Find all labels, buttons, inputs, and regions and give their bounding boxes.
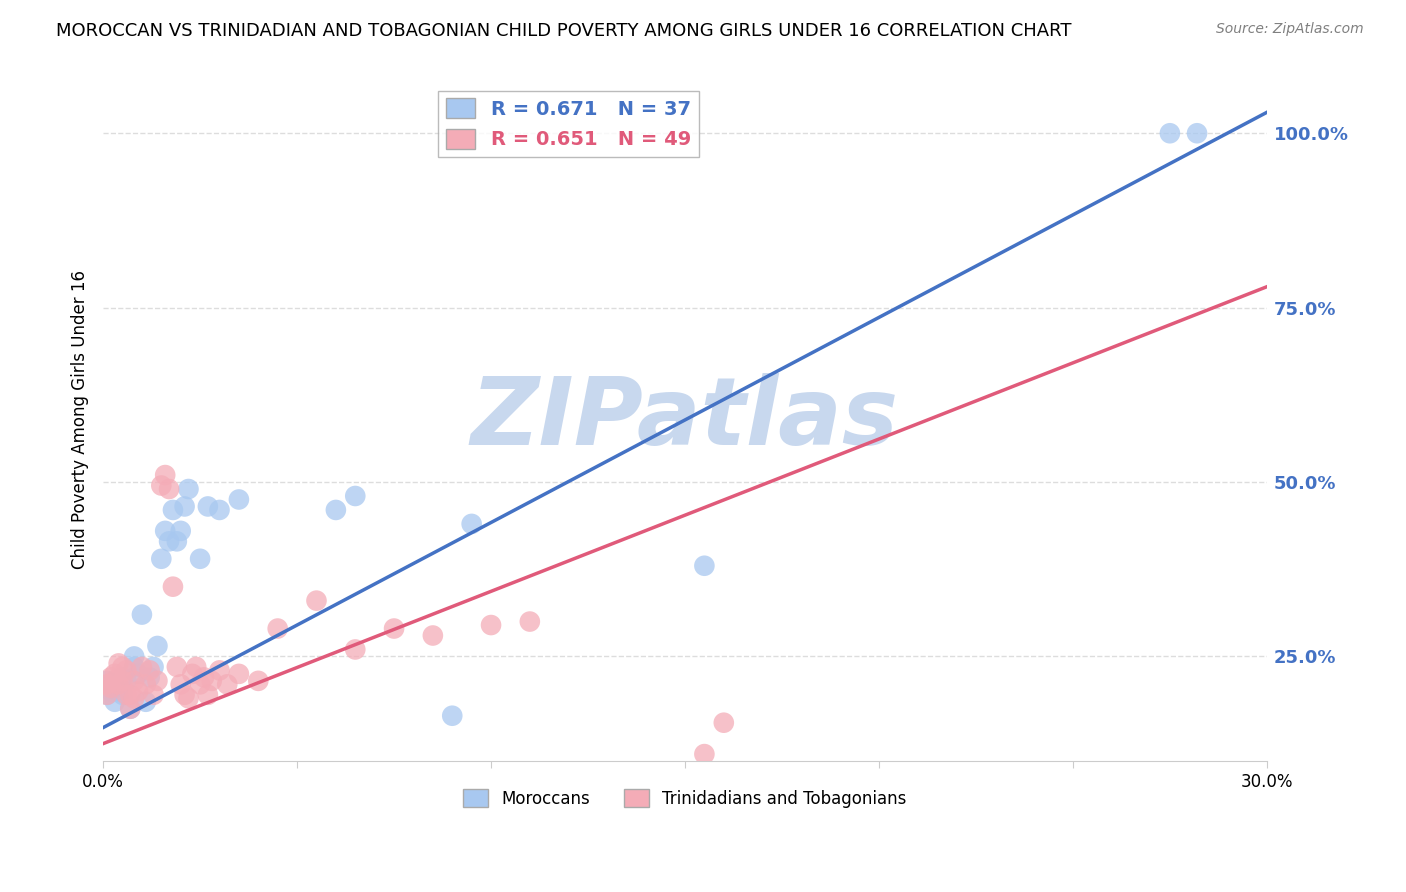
Point (177, 482, 200, 496)
Point (305, 593, 328, 607)
Point (150, 478, 173, 492)
Point (153, 468, 176, 483)
Point (344, 642, 367, 657)
Point (111, 660, 134, 674)
Point (122, 649, 145, 664)
Point (181, 666, 204, 681)
Point (197, 500, 219, 514)
Point (96, 673, 118, 688)
Point (188, 551, 211, 566)
Point (150, 551, 173, 566)
Point (107, 657, 129, 671)
Point (135, 695, 157, 709)
Text: MOROCCAN VS TRINIDADIAN AND TOBAGONIAN CHILD POVERTY AMONG GIRLS UNDER 16 CORREL: MOROCCAN VS TRINIDADIAN AND TOBAGONIAN C… (56, 22, 1071, 40)
Point (107, 684, 129, 698)
Point (325, 503, 347, 517)
Point (157, 534, 180, 549)
Point (267, 622, 290, 636)
Point (122, 673, 145, 688)
Point (104, 666, 127, 681)
Point (186, 660, 208, 674)
Point (217, 677, 239, 691)
Point (157, 482, 180, 496)
Point (100, 670, 122, 684)
Point (122, 691, 145, 706)
Point (519, 615, 541, 629)
Point (228, 666, 250, 681)
Point (100, 684, 122, 698)
Point (382, 622, 405, 636)
Point (142, 660, 165, 674)
Point (1185, 126, 1208, 140)
Point (247, 673, 270, 688)
Point (138, 670, 160, 684)
Point (127, 666, 149, 681)
Point (120, 702, 142, 716)
Point (146, 639, 169, 653)
Point (479, 618, 502, 632)
Point (138, 664, 160, 678)
Point (177, 691, 200, 706)
Point (111, 673, 134, 688)
Point (96, 688, 118, 702)
Point (96, 688, 118, 702)
Point (104, 673, 127, 688)
Point (127, 684, 149, 698)
Point (193, 670, 215, 684)
Point (115, 688, 138, 702)
Point (104, 677, 127, 691)
Point (122, 660, 145, 674)
Point (146, 673, 169, 688)
Point (166, 660, 188, 674)
Legend: Moroccans, Trinidadians and Tobagonians: Moroccans, Trinidadians and Tobagonians (457, 783, 914, 814)
Point (131, 660, 153, 674)
Point (422, 628, 444, 642)
Point (173, 500, 195, 514)
Point (173, 688, 195, 702)
Text: Source: ZipAtlas.com: Source: ZipAtlas.com (1216, 22, 1364, 37)
Point (107, 677, 129, 691)
Point (135, 677, 157, 691)
Point (201, 673, 224, 688)
Point (153, 524, 176, 538)
Point (100, 681, 122, 695)
Point (104, 695, 127, 709)
Point (188, 677, 211, 691)
Point (142, 688, 165, 702)
Point (111, 670, 134, 684)
Point (208, 664, 231, 678)
Point (1159, 126, 1181, 140)
Point (713, 715, 735, 730)
Point (693, 747, 716, 761)
Point (170, 524, 193, 538)
Point (111, 688, 134, 702)
Point (693, 558, 716, 573)
Point (208, 503, 231, 517)
Point (166, 534, 188, 549)
Point (120, 688, 142, 702)
Point (115, 664, 138, 678)
Text: ZIPatlas: ZIPatlas (471, 373, 898, 466)
Point (131, 607, 153, 622)
Point (96, 677, 118, 691)
Point (441, 708, 464, 723)
Point (170, 677, 193, 691)
Y-axis label: Child Poverty Among Girls Under 16: Child Poverty Among Girls Under 16 (72, 269, 89, 569)
Point (162, 580, 184, 594)
Point (162, 503, 184, 517)
Point (197, 688, 219, 702)
Point (344, 489, 367, 503)
Point (115, 673, 138, 688)
Point (228, 492, 250, 507)
Point (460, 516, 482, 531)
Point (120, 702, 142, 716)
